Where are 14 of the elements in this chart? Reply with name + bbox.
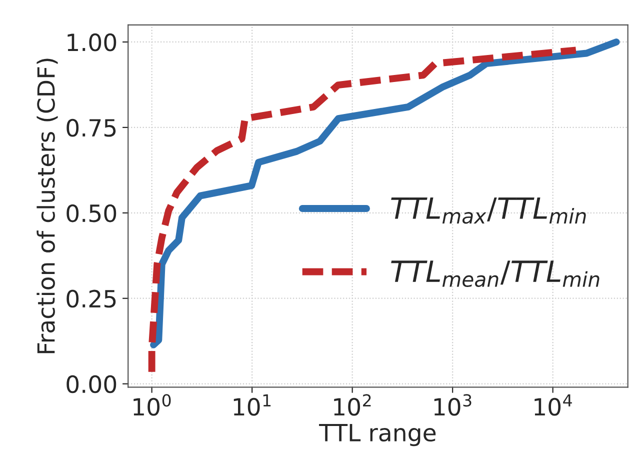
x-tick-label: 10$^{1}$: [234, 394, 271, 416]
y-tick-label: 0.25: [66, 290, 116, 308]
y-tick-label: 0.50: [66, 204, 116, 222]
y-tick-label: 0.00: [66, 375, 116, 394]
legend-label: TTL$_{mean}$/TTL$_{min}$: [391, 260, 600, 288]
y-axis-title: Fraction of clusters (CDF): [36, 58, 58, 354]
legend-label: TTL$_{max}$/TTL$_{min}$: [391, 197, 586, 224]
x-tick-label: 10$^{2}$: [334, 394, 371, 416]
x-tick-label: 10$^{0}$: [134, 394, 171, 416]
x-axis-title: TTL range: [319, 424, 436, 446]
y-tick-label: 1.00: [68, 33, 116, 52]
x-tick-label: 10$^{4}$: [534, 394, 572, 416]
x-tick-label: 10$^{3}$: [434, 394, 472, 416]
y-tick-label: 0.75: [66, 118, 116, 137]
